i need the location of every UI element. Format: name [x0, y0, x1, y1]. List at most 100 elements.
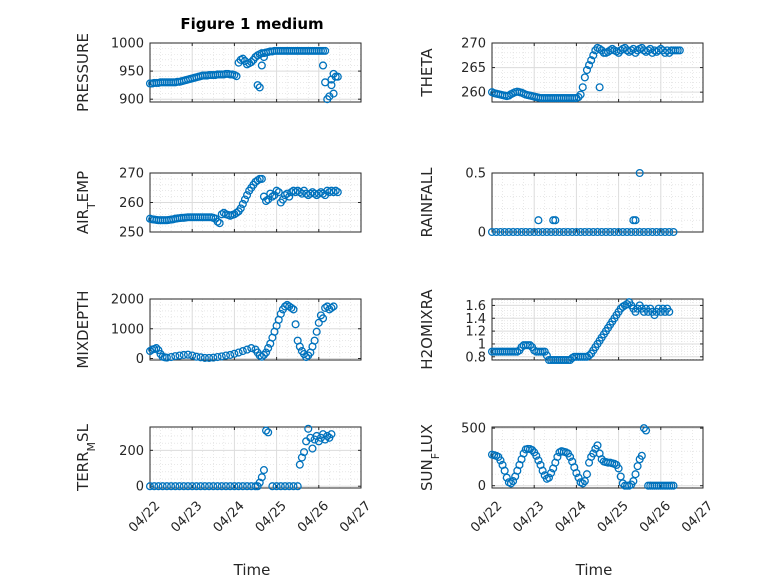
data-point: [318, 61, 328, 70]
data-point: [547, 227, 556, 237]
data-point: [221, 351, 231, 360]
data-point: [162, 353, 171, 362]
data-point: [500, 227, 509, 237]
data-point: [323, 431, 332, 441]
plot-area: [492, 173, 703, 232]
data-point: [196, 482, 205, 491]
data-point: [308, 444, 317, 453]
y-tick-label: 0.5: [465, 167, 486, 182]
data-point: [329, 302, 338, 311]
data-point: [580, 477, 589, 486]
data-point: [585, 227, 594, 237]
data-point: [188, 351, 197, 360]
y-axis-label-subscript: F: [429, 453, 442, 459]
y-tick-label: 1000: [111, 37, 144, 52]
data-point: [243, 345, 252, 354]
y-tick-label: 1.6: [465, 299, 486, 314]
data-point: [321, 46, 330, 55]
axes-box: [149, 298, 362, 361]
data-point: [622, 300, 632, 309]
axes-box: [149, 426, 362, 489]
data-point: [312, 327, 321, 336]
data-point: [574, 93, 583, 102]
data-point: [291, 320, 300, 329]
data-point: [213, 482, 222, 491]
data-point: [637, 451, 646, 460]
data-point: [585, 351, 594, 360]
data-point: [500, 466, 509, 475]
data-point: [200, 482, 209, 491]
data-point: [540, 347, 549, 356]
data-point: [542, 227, 551, 237]
data-point: [230, 482, 239, 491]
data-point: [200, 353, 209, 362]
data-point: [329, 89, 338, 98]
data-point: [295, 460, 304, 469]
axes-air_temp: 250 260 270 AIRTEMP: [74, 167, 362, 241]
data-point: [257, 473, 266, 482]
data-point: [574, 473, 583, 482]
data-point: [215, 219, 224, 228]
y-axis-label-main: PRESSURE: [74, 33, 92, 112]
y-tick-label: 2000: [111, 293, 144, 308]
data-point: [580, 73, 589, 82]
data-point: [257, 61, 266, 70]
data-point: [582, 65, 591, 75]
data-point: [162, 482, 171, 491]
data-point: [614, 464, 623, 473]
y-axis-label-main: MIXDEPTH: [74, 290, 92, 368]
x-axis-label-left: Time: [233, 561, 271, 579]
data-point: [257, 174, 266, 183]
data-point: [593, 441, 602, 450]
data-point: [568, 227, 577, 237]
data-series: [487, 424, 678, 490]
data-point: [297, 453, 306, 462]
data-point: [644, 227, 653, 237]
data-point: [209, 353, 218, 362]
data-point: [152, 344, 161, 353]
data-point: [261, 426, 271, 435]
data-point: [610, 227, 619, 237]
data-point: [264, 428, 273, 437]
y-axis-label-rest: LUX: [418, 424, 436, 453]
axes-mixdepth: 0 1000 2000 MIXDEPTH: [74, 290, 362, 369]
data-point: [635, 227, 644, 237]
data-point: [580, 227, 589, 237]
axes-rainfall: 0 0.5 RAINFALL: [418, 167, 704, 241]
data-point: [238, 199, 247, 209]
data-point: [179, 350, 188, 359]
y-tick-label: 500: [461, 422, 486, 437]
data-point: [551, 216, 560, 225]
data-point: [509, 477, 518, 486]
data-point: [534, 216, 543, 225]
data-point: [232, 72, 241, 81]
data-point: [238, 482, 247, 491]
figure-title: Figure 1 medium: [180, 15, 323, 33]
data-point: [234, 348, 243, 357]
data-point: [247, 58, 256, 67]
data-point: [675, 46, 684, 55]
data-point: [289, 482, 298, 491]
data-point: [150, 482, 159, 491]
data-point: [276, 309, 285, 318]
data-point: [665, 307, 674, 316]
y-tick-label: 270: [119, 167, 144, 182]
y-tick-label: 1000: [111, 322, 144, 337]
data-point: [232, 208, 241, 217]
data-point: [259, 52, 268, 62]
data-point: [280, 191, 290, 200]
y-axis-label: H2OMIXRA: [418, 289, 436, 370]
data-point: [154, 346, 163, 355]
data-point: [293, 482, 302, 491]
data-point: [578, 479, 587, 488]
data-point: [243, 482, 252, 491]
data-point: [333, 72, 342, 81]
y-axis-label-main: TERR: [74, 451, 92, 492]
y-tick-label: 0.8: [465, 350, 486, 365]
data-point: [616, 472, 625, 481]
data-point: [622, 227, 632, 237]
data-point: [327, 430, 336, 439]
y-axis-label-main: SUN: [418, 459, 436, 491]
data-series: [487, 168, 678, 237]
data-point: [205, 482, 214, 491]
